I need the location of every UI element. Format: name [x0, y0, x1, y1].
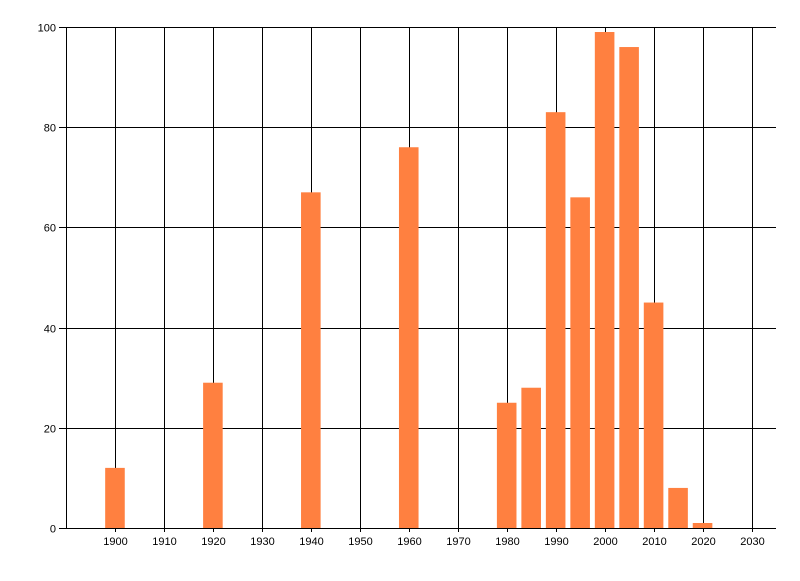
bar-1960	[398, 147, 419, 529]
x-tick-label: 1960	[397, 536, 421, 548]
bar-2015	[668, 487, 688, 528]
x-tick-label: 1980	[495, 536, 519, 548]
bar-2005	[619, 47, 639, 528]
bar-1920	[203, 382, 223, 528]
bars	[105, 32, 713, 529]
x-tick-label: 2030	[740, 536, 764, 548]
x-tick-label: 1920	[201, 536, 225, 548]
x-tick-label: 1900	[103, 536, 127, 548]
tick-labels: 1900 1910 1920 1930 1940 1950 1960 1970 1980 1990…	[38, 23, 765, 549]
y-tick-label: 100	[38, 23, 56, 35]
x-tick-label: 1970	[446, 536, 470, 548]
y-tick-label: 60	[44, 223, 56, 235]
x-tick-label: 1910	[152, 536, 176, 548]
bar-1990	[545, 112, 566, 529]
x-tick-label: 1950	[348, 536, 372, 548]
axes	[66, 27, 776, 529]
y-tick-label: 0	[50, 524, 56, 536]
x-tick-label: 2020	[691, 536, 715, 548]
bar-1985	[521, 387, 541, 528]
y-tick-label: 80	[44, 123, 56, 135]
bar-1900	[105, 467, 125, 528]
bar-2010	[643, 302, 664, 528]
x-tick-label: 2000	[593, 536, 617, 548]
x-tick-label: 1940	[299, 536, 323, 548]
y-tick-label: 20	[44, 424, 56, 436]
bar-1940	[301, 192, 321, 528]
x-tick-label: 1930	[250, 536, 274, 548]
bar-1995	[570, 197, 590, 528]
x-tick-label: 1990	[544, 536, 568, 548]
bar-2020	[692, 522, 713, 528]
bar-2000	[594, 32, 615, 528]
x-tick-label: 2010	[642, 536, 666, 548]
bar-1980	[496, 402, 517, 528]
y-tick-label: 40	[44, 324, 56, 336]
